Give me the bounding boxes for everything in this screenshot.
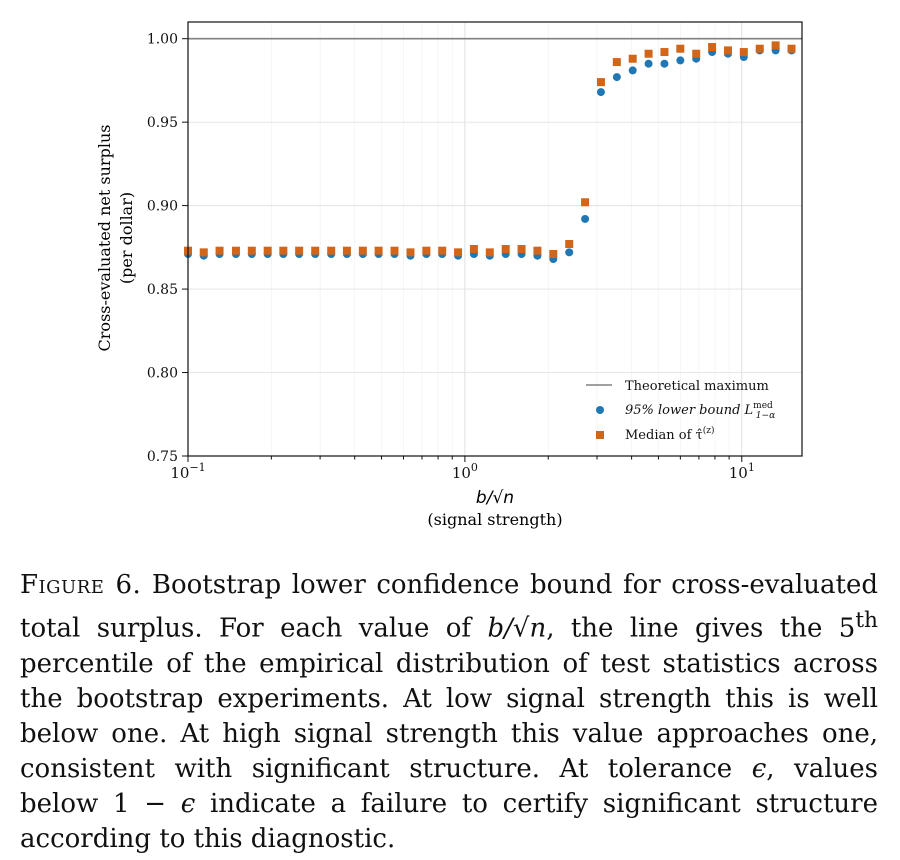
data-point [263, 246, 272, 255]
caption-text: Bootstrap lower confidence bound for cro… [20, 570, 878, 644]
data-point [533, 246, 542, 255]
caption-math: b/√n [487, 613, 547, 644]
data-point [501, 245, 510, 254]
data-point [422, 246, 431, 255]
chart: 0.75 0.80 0.85 0.90 0.95 1.00 10−1 100 101 Theor… [95, 21, 803, 529]
data-point [454, 248, 463, 257]
x-tick-label: 100 [452, 461, 478, 482]
data-point [612, 73, 621, 82]
caption-text: , the line gives the 5 [546, 613, 856, 644]
data-point [215, 246, 224, 255]
data-point [342, 246, 351, 255]
y-tick-label: 0.85 [147, 282, 178, 298]
data-point [628, 66, 637, 75]
y-tick-label: 0.75 [147, 449, 178, 465]
data-point [295, 246, 304, 255]
data-point [692, 49, 701, 58]
legend-label-median: Median of τ̂(z) [625, 425, 714, 443]
caption-label: Figure 6. [20, 570, 142, 600]
data-point [723, 46, 732, 55]
x-tick-label: 10−1 [170, 461, 205, 482]
data-point [755, 44, 764, 53]
data-point [311, 246, 320, 255]
data-point [406, 248, 415, 257]
data-point [581, 198, 590, 207]
data-point [660, 48, 669, 57]
data-point [771, 41, 780, 50]
caption-text: , values below 1 − [20, 753, 879, 819]
data-point [676, 44, 685, 53]
data-point [644, 49, 653, 58]
y-tick-label: 1.00 [147, 32, 178, 48]
data-point [628, 54, 637, 63]
data-point [247, 246, 256, 255]
series-lower-bound [184, 46, 796, 264]
x-tick-label: 101 [729, 461, 755, 482]
x-axis-label: b/√n [476, 488, 514, 508]
plot-frame [187, 21, 803, 457]
data-point [612, 58, 621, 67]
data-point [739, 48, 748, 57]
x-axis-sublabel: (signal strength) [427, 510, 562, 529]
legend: Theoretical maximum 95% lower bound Lmed 1… [586, 379, 775, 443]
data-point [708, 43, 717, 52]
y-tick-label: 0.80 [147, 366, 178, 382]
legend-circle-swatch [596, 406, 604, 414]
data-point [438, 246, 447, 255]
data-point [327, 246, 336, 255]
data-point [549, 250, 558, 259]
caption-superscript: th [855, 608, 878, 633]
data-point [596, 78, 605, 87]
data-point [565, 240, 574, 249]
data-point [787, 44, 796, 53]
figure-caption: Figure 6. Bootstrap lower confidence bou… [20, 568, 878, 857]
y-axis-sublabel: (per dollar) [117, 192, 136, 284]
caption-math: ϵ [751, 753, 767, 784]
data-point [279, 246, 288, 255]
caption-math: ϵ [180, 788, 196, 819]
data-point [231, 246, 240, 255]
figure: 0.75 0.80 0.85 0.90 0.95 1.00 10−1 100 101 Theor… [95, 21, 803, 529]
data-point [517, 245, 526, 254]
data-point [374, 246, 383, 255]
data-point [644, 59, 653, 68]
data-point [596, 88, 605, 97]
data-point [676, 56, 685, 65]
y-tick-label: 0.95 [147, 115, 178, 131]
caption-text: percentile of the empirical distribution… [20, 648, 878, 784]
y-axis-label: Cross-evaluated net surplus [95, 125, 114, 352]
y-tick-label: 0.90 [147, 199, 178, 215]
legend-label-reference: Theoretical maximum [625, 379, 769, 394]
series-median [184, 41, 796, 259]
data-point [660, 59, 669, 68]
data-point [199, 248, 208, 257]
data-point [358, 246, 367, 255]
data-point [485, 248, 494, 257]
legend-square-swatch [596, 431, 604, 439]
data-point [390, 246, 399, 255]
data-point [469, 245, 478, 254]
data-point [565, 248, 574, 257]
caption-text: indicate a failure to certify significan… [20, 788, 878, 854]
data-point [581, 214, 590, 223]
legend-label-lower-bound: 95% lower bound Lmed 1−α [625, 401, 775, 421]
axes: 0.75 0.80 0.85 0.90 0.95 1.00 10−1 100 101 [147, 32, 755, 482]
series-layer [184, 41, 796, 264]
